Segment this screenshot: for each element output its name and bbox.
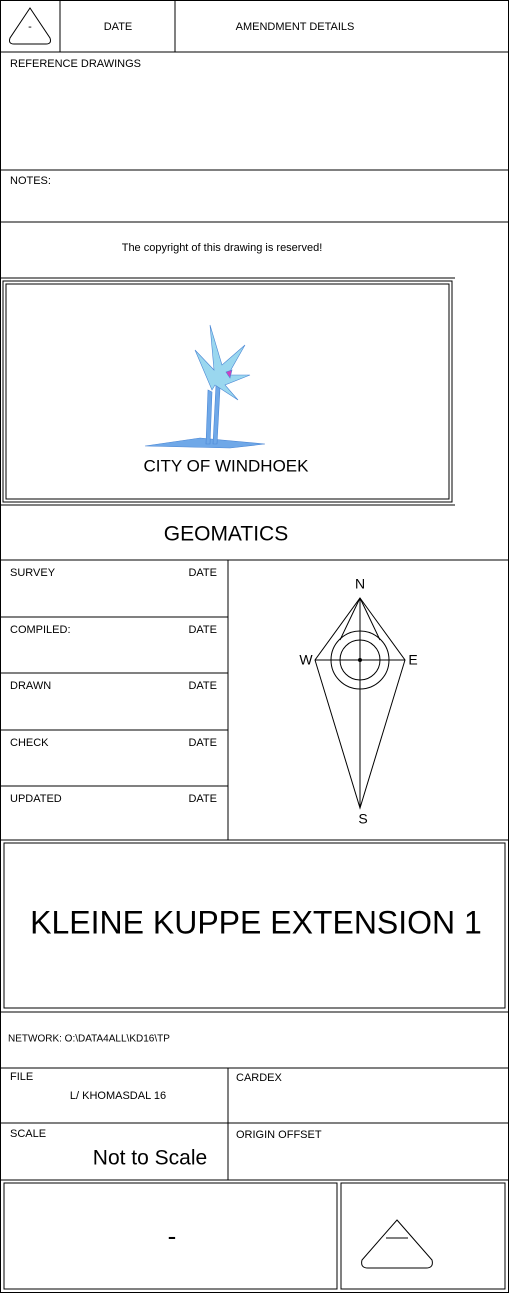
file-value: L/ KHOMASDAL 16 xyxy=(70,1090,166,1102)
signoff-label: SURVEY xyxy=(10,567,56,579)
drawing-title: KLEINE KUPPE EXTENSION 1 xyxy=(30,904,482,940)
file-label: FILE xyxy=(10,1071,33,1083)
signoff-date: DATE xyxy=(188,567,217,579)
bottom-label: - xyxy=(168,1221,177,1251)
signoff-date: DATE xyxy=(188,793,217,805)
logo-text: CITY OF WINDHOEK xyxy=(144,456,310,475)
compass-w: W xyxy=(299,652,313,668)
department: GEOMATICS xyxy=(164,523,288,546)
signoff-label: CHECK xyxy=(10,737,49,749)
signoff-label: COMPILED: xyxy=(10,624,71,636)
network: NETWORK: O:\DATA4ALL\KD16\TP xyxy=(8,1034,170,1045)
reference-label: REFERENCE DRAWINGS xyxy=(10,58,141,70)
signoff-label: UPDATED xyxy=(10,793,62,805)
compass xyxy=(314,597,406,810)
compass-e: E xyxy=(408,652,417,668)
signoff-label: DRAWN xyxy=(10,680,51,692)
scale-label: SCALE xyxy=(10,1128,46,1140)
compass-n: N xyxy=(355,576,365,592)
origin-offset-label: ORIGIN OFFSET xyxy=(236,1129,322,1141)
date-header: DATE xyxy=(104,21,133,33)
signoff-date: DATE xyxy=(188,680,217,692)
signoffs: SURVEY DATE COMPILED: DATE DRAWN DATE CHECK DAT… xyxy=(10,567,217,805)
compass-s: S xyxy=(358,811,367,827)
logo xyxy=(144,324,266,449)
scale-value: Not to Scale xyxy=(93,1147,207,1170)
notes-label: NOTES: xyxy=(10,175,51,187)
triangle-label: - xyxy=(28,21,32,33)
signoff-date: DATE xyxy=(188,624,217,636)
amendment-header: AMENDMENT DETAILS xyxy=(236,21,355,33)
signoff-date: DATE xyxy=(188,737,217,749)
copyright: The copyright of this drawing is reserve… xyxy=(122,242,323,254)
cardex-label: CARDEX xyxy=(236,1072,283,1084)
